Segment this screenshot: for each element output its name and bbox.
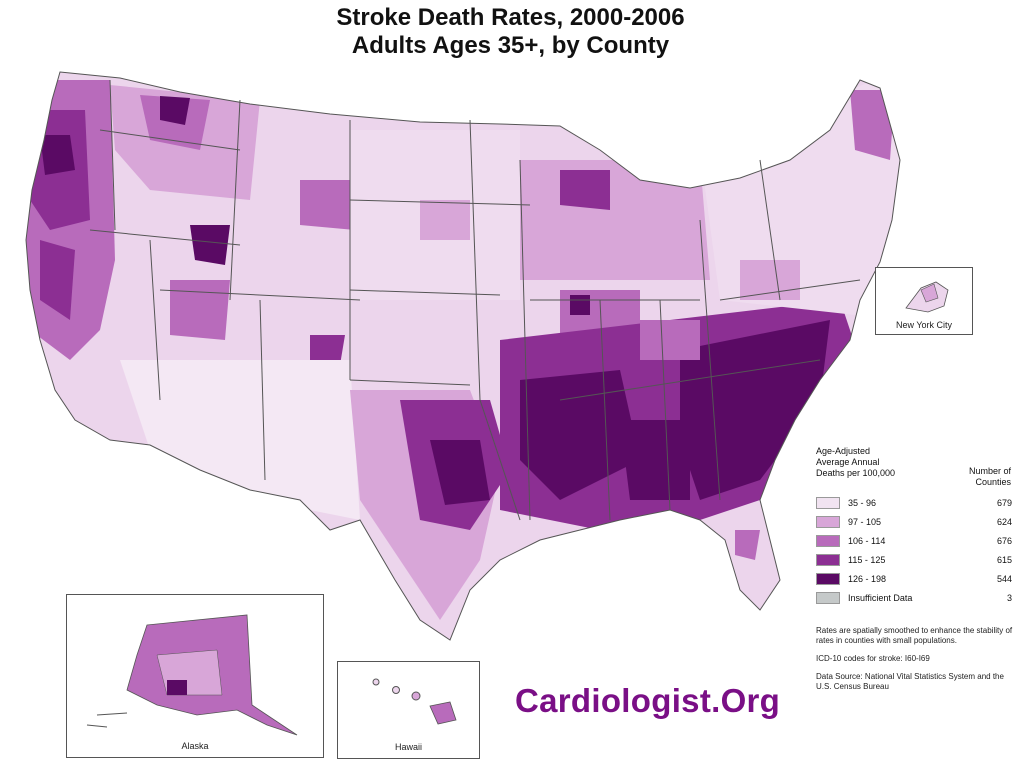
legend-swatch	[816, 592, 840, 604]
title-line-2: Adults Ages 35+, by County	[351, 32, 670, 59]
legend-swatch	[816, 535, 840, 547]
legend-row: 106 - 114 676	[816, 534, 1012, 549]
legend-swatch	[816, 516, 840, 528]
legend-range: 115 - 125	[848, 555, 886, 565]
state-borders	[25, 71, 901, 641]
nyc-map	[905, 281, 949, 313]
hawaii-inset: Hawaii	[337, 661, 480, 759]
legend-swatch	[816, 573, 840, 585]
alaska-map	[86, 614, 298, 736]
hawaii-label: Hawaii	[394, 742, 422, 752]
legend-count: 679	[996, 498, 1012, 508]
legend-range: 97 - 105	[848, 517, 882, 527]
county-shading	[26, 72, 900, 640]
nyc-inset: New York City	[875, 267, 973, 335]
map-title: Stroke Death Rates, 2000-2006 Adults Age…	[0, 4, 1021, 60]
alaska-label: Alaska	[181, 741, 209, 751]
hawaii-map	[372, 678, 457, 725]
nyc-label: New York City	[895, 320, 953, 330]
legend-swatch	[816, 497, 840, 509]
map-notes: Rates are spatially smoothed to enhance …	[816, 626, 1016, 700]
legend-count: 3	[1006, 593, 1012, 603]
legend-count: 624	[996, 517, 1012, 527]
legend-count: 544	[996, 574, 1012, 584]
smoothing-note: Rates are spatially smoothed to enhance …	[816, 626, 1013, 645]
legend-range: 126 - 198	[848, 574, 887, 584]
legend-row: 97 - 105 624	[816, 515, 1012, 530]
icd-note: ICD-10 codes for stroke: I60-I69	[816, 654, 930, 663]
legend-count-header: Number of Counties	[968, 466, 1011, 487]
legend-row: 115 - 125 615	[816, 553, 1012, 568]
legend-count: 676	[996, 536, 1012, 546]
legend-row: 126 - 198 544	[816, 572, 1012, 587]
legend-row: 35 - 96 679	[816, 496, 1012, 511]
legend-range: 35 - 96	[848, 498, 877, 508]
title-line-1: Stroke Death Rates, 2000-2006	[336, 4, 685, 31]
legend-row: Insufficient Data 3	[816, 591, 1012, 606]
legend-range: 106 - 114	[848, 536, 886, 546]
alaska-inset: Alaska	[66, 594, 324, 758]
legend-count: 615	[996, 555, 1012, 565]
legend-range: Insufficient Data	[848, 593, 913, 603]
legend-title: Age-Adjusted Average Annual Deaths per 1…	[816, 446, 896, 478]
data-source-note: Data Source: National Vital Statistics S…	[816, 672, 1004, 691]
watermark-text: Cardiologist.Org	[515, 682, 781, 719]
legend-swatch	[816, 554, 840, 566]
